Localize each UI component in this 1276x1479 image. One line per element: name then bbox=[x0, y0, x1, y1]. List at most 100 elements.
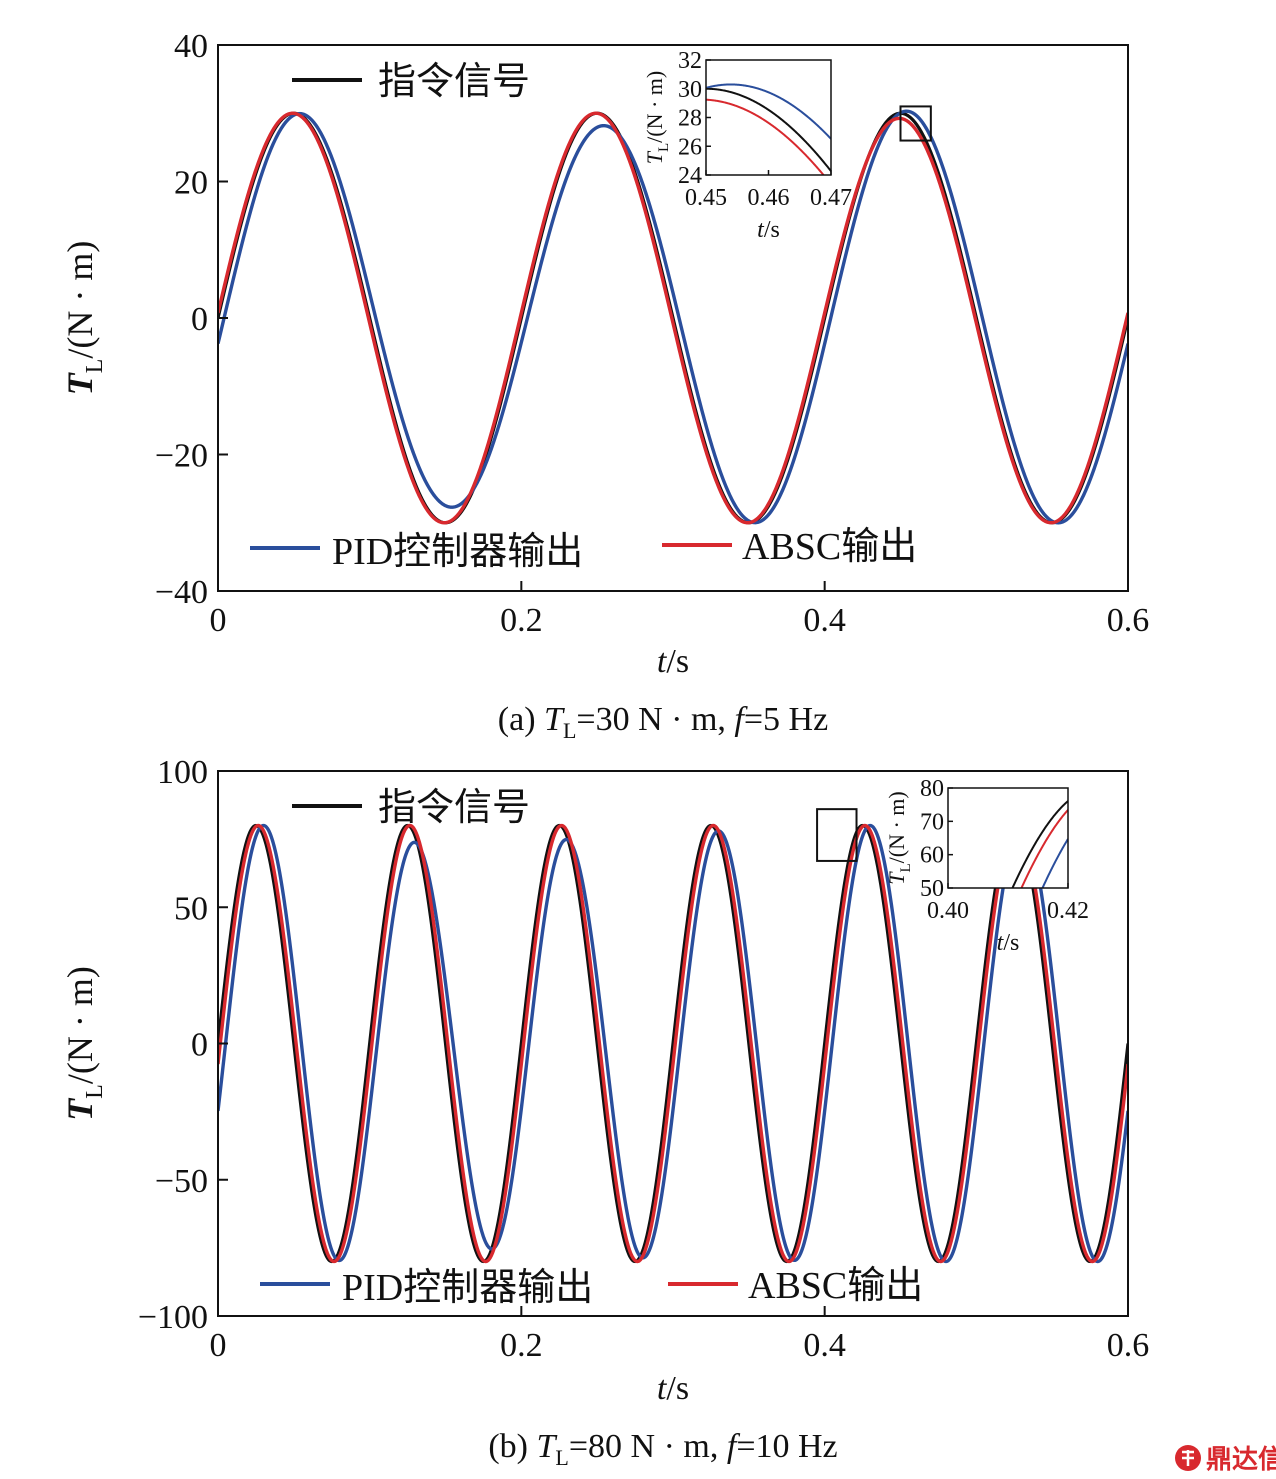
series-line-ref bbox=[218, 823, 1128, 1264]
inset-x-axis-label-var: t bbox=[997, 930, 1005, 956]
y-axis-label-sub: L bbox=[82, 359, 108, 374]
caption-sub: L bbox=[563, 718, 576, 743]
inset-line-pid bbox=[1041, 838, 1068, 888]
caption-var: T bbox=[537, 1428, 558, 1465]
caption-prefix: (a) bbox=[498, 701, 544, 738]
inset-line-ref bbox=[706, 87, 831, 172]
inset-x-axis-label-unit: /s bbox=[764, 217, 780, 243]
inset-y-tick-label: 32 bbox=[678, 48, 702, 74]
inset-y-tick-label: 70 bbox=[920, 809, 944, 835]
y-axis-label-var: T bbox=[60, 1097, 100, 1121]
inset-x-tick-label: 0.47 bbox=[810, 185, 852, 211]
y-tick-label: −100 bbox=[138, 1299, 208, 1336]
inset-y-axis-label-sub: L bbox=[898, 863, 914, 872]
inset-x-axis-label-unit: /s bbox=[1003, 930, 1019, 956]
inset-y-axis-label-var: T bbox=[884, 871, 909, 885]
inset-background bbox=[706, 60, 831, 175]
x-axis-label: t/s bbox=[657, 643, 689, 680]
caption-var: T bbox=[544, 701, 565, 738]
inset-x-tick-label: 0.42 bbox=[1047, 898, 1089, 924]
y-tick-label: −20 bbox=[155, 438, 208, 475]
series-line-pid bbox=[218, 109, 1128, 525]
y-tick-label: 50 bbox=[174, 890, 208, 927]
zoom-box bbox=[899, 105, 932, 142]
inset-x-tick-label: 0.40 bbox=[927, 898, 969, 924]
caption-frest: =5 Hz bbox=[744, 701, 828, 738]
inset-line-absc bbox=[706, 98, 825, 175]
inset-y-axis-label-unit: /(N · m) bbox=[642, 71, 667, 143]
inset-x-tick-label: 0.45 bbox=[685, 185, 727, 211]
y-tick-label: 40 bbox=[174, 28, 208, 65]
caption-frest: =10 Hz bbox=[736, 1428, 837, 1465]
inset-x-axis-label-var: t bbox=[757, 217, 765, 243]
x-tick-label: 0.2 bbox=[500, 602, 543, 639]
inset-line-ref bbox=[1011, 800, 1068, 888]
inset-y-tick-label: 80 bbox=[920, 776, 944, 802]
caption-sub: L bbox=[555, 1445, 568, 1470]
x-tick-label: 0.6 bbox=[1107, 602, 1150, 639]
y-tick-label: −50 bbox=[155, 1163, 208, 1200]
inset-y-tick-label: 60 bbox=[920, 843, 944, 869]
series-line-pid bbox=[218, 823, 1128, 1264]
inset-y-tick-label: 24 bbox=[678, 163, 702, 189]
inset-y-axis-label-var: T bbox=[642, 150, 667, 164]
x-tick-label: 0 bbox=[210, 602, 227, 639]
y-axis-label-unit: /(N · m) bbox=[60, 241, 100, 359]
x-tick-label: 0.6 bbox=[1107, 1327, 1150, 1364]
dingdaxin-logo-icon bbox=[1175, 1445, 1201, 1471]
inset-x-axis-label: t/s bbox=[757, 217, 780, 243]
legend-label-ref: 指令信号 bbox=[378, 787, 530, 829]
figure-caption: (b) TL=80 N · m, f=10 Hz bbox=[488, 1428, 837, 1470]
legend-label-absc: ABSC输出 bbox=[748, 1265, 923, 1307]
y-tick-label: −40 bbox=[155, 574, 208, 611]
x-axis-label: t/s bbox=[657, 1370, 689, 1407]
inset-y-axis-label: TL/(N · m) bbox=[642, 71, 672, 165]
y-tick-label: 0 bbox=[191, 1027, 208, 1064]
y-axis-label: TL/(N · m) bbox=[60, 966, 108, 1121]
inset-x-axis-label: t/s bbox=[997, 930, 1020, 956]
x-axis-label-var: t bbox=[657, 1370, 668, 1407]
inset-y-tick-label: 50 bbox=[920, 876, 944, 902]
y-axis-label: TL/(N · m) bbox=[60, 241, 108, 396]
inset-y-axis-label-sub: L bbox=[656, 143, 672, 152]
y-axis-label-unit: /(N · m) bbox=[60, 966, 100, 1084]
x-tick-label: 0 bbox=[210, 1327, 227, 1364]
y-tick-label: 100 bbox=[157, 754, 208, 791]
legend-label-pid: PID控制器输出 bbox=[332, 531, 583, 573]
inset-line-absc bbox=[1020, 809, 1068, 888]
legend-label-pid: PID控制器输出 bbox=[342, 1267, 593, 1309]
x-tick-label: 0.2 bbox=[500, 1327, 543, 1364]
legend-label-absc: ABSC输出 bbox=[742, 526, 917, 568]
inset-frame bbox=[947, 787, 1069, 889]
series-line-absc bbox=[218, 111, 1128, 525]
inset-line-pid bbox=[706, 83, 831, 140]
x-tick-label: 0.4 bbox=[803, 1327, 846, 1364]
watermark-logo-glyph bbox=[1182, 1450, 1194, 1466]
legend-label-ref: 指令信号 bbox=[378, 61, 530, 103]
x-axis-label-var: t bbox=[657, 643, 668, 680]
inset-y-tick-label: 26 bbox=[678, 134, 702, 160]
x-axis-label-unit: /s bbox=[666, 643, 689, 680]
caption-rest: =80 N · m, bbox=[569, 1428, 727, 1465]
y-tick-label: 20 bbox=[174, 165, 208, 202]
watermark-text: 鼎达信 bbox=[1206, 1445, 1276, 1475]
inset-x-tick-label: 0.46 bbox=[748, 185, 790, 211]
figure-caption: (a) TL=30 N · m, f=5 Hz bbox=[498, 701, 828, 743]
x-axis-label-unit: /s bbox=[666, 1370, 689, 1407]
inset-y-tick-label: 28 bbox=[678, 106, 702, 132]
caption-prefix: (b) bbox=[488, 1428, 536, 1465]
x-tick-label: 0.4 bbox=[803, 602, 846, 639]
y-axis-label-sub: L bbox=[82, 1084, 108, 1099]
zoom-box bbox=[816, 808, 858, 862]
inset-y-axis-label: TL/(N · m) bbox=[884, 791, 914, 885]
inset-y-tick-label: 30 bbox=[678, 77, 702, 103]
caption-rest: =30 N · m, bbox=[576, 701, 734, 738]
series-line-absc bbox=[218, 823, 1128, 1264]
y-axis-label-var: T bbox=[60, 371, 100, 395]
y-tick-label: 0 bbox=[191, 301, 208, 338]
inset-b: 0.40 0.42 50 60 70 80 t/s TL/(N · m) bbox=[884, 776, 1089, 956]
